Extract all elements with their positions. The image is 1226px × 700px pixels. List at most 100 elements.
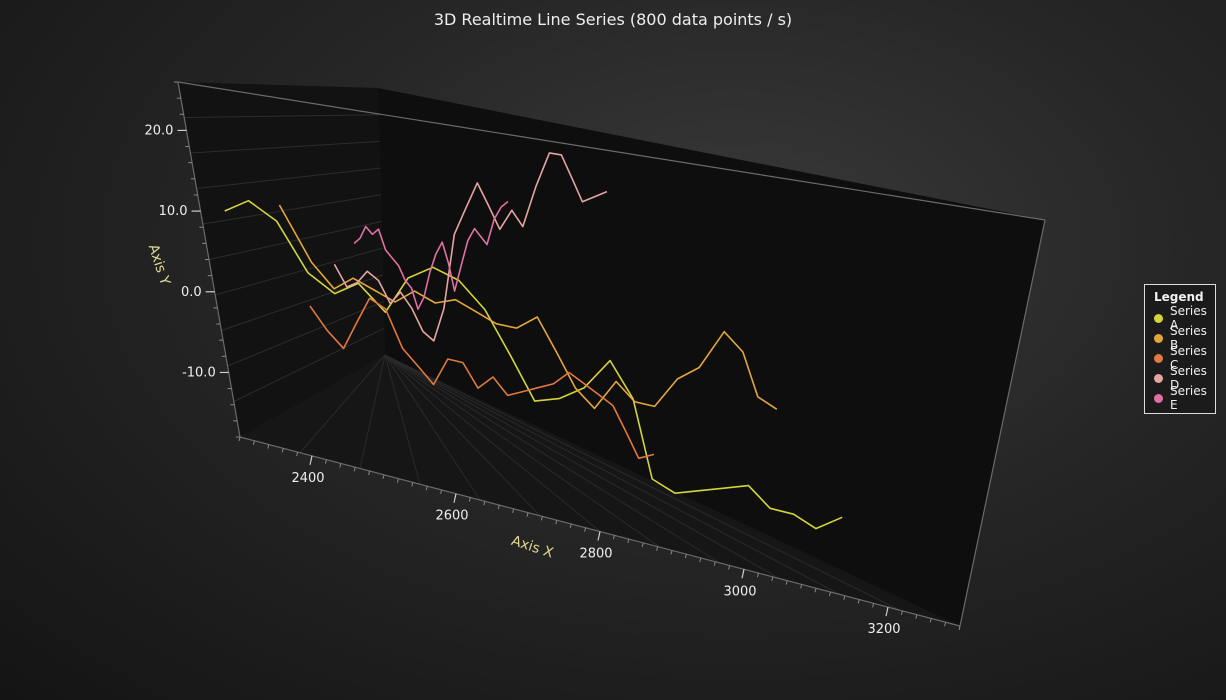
x-minor-tick [382,474,385,479]
legend-swatch [1154,313,1163,323]
x-minor-tick [872,603,875,608]
top-edge [177,81,1046,221]
back-wall [178,82,385,437]
x-tick [309,455,313,466]
legend-swatch [1154,333,1163,343]
x-minor-tick [814,588,817,593]
x-minor-tick [684,554,687,559]
grid-line [184,114,379,118]
grid-line [384,354,481,501]
chart-series [224,152,843,530]
x-minor-tick [627,538,630,544]
legend-item: Series B [1154,324,1215,352]
legend-label: Series D [1170,364,1207,392]
x-minor-tick [468,497,471,502]
series-line-series-c [309,297,655,460]
x-minor-tick [929,618,932,623]
x-minor-tick [526,512,529,517]
chart-walls [178,82,1045,626]
series-line-series-d [333,152,608,342]
x-minor-tick [267,444,270,449]
x-minor-tick [756,572,759,578]
series-line-series-e [353,200,509,310]
grid-line [384,354,721,564]
grid-line [196,167,381,189]
grid-line [215,247,383,296]
x-minor-tick [800,584,803,589]
y-tick-label: -10.0 [182,365,216,380]
x-minor-tick [440,489,443,495]
grid-line [384,354,601,532]
y-tick-label: 0.0 [181,285,202,300]
x-minor-tick [670,550,673,555]
x-minor-tick [915,614,918,619]
side-wall [378,88,1045,626]
x-minor-tick [324,459,327,464]
x-minor-tick [584,527,587,532]
x-minor-tick [857,599,860,604]
x-minor-tick [656,546,659,551]
grid-line [208,221,382,260]
x-tick-label: 2800 [579,547,612,562]
y-axis-label: Axis Y [145,242,173,287]
x-minor-tick [843,595,846,600]
x-minor-tick [396,478,399,483]
x-minor-tick [353,467,356,472]
x-minor-tick [281,448,284,453]
x-minor-tick [512,508,515,513]
series-line-series-a [224,199,843,530]
x-minor-tick [785,580,788,585]
legend-item: Series E [1154,384,1215,412]
x-minor-tick [540,516,543,521]
x-minor-tick [771,576,774,581]
x-tick [741,569,745,579]
x-minor-tick [944,622,947,627]
right-edge [959,219,1046,627]
grid-line [359,354,386,469]
grid-line [233,327,385,402]
x-tick-label: 3200 [867,622,900,637]
x-minor-tick [483,501,486,506]
x-tick [885,606,889,617]
x-minor-tick [339,463,342,468]
legend-title: Legend [1154,290,1204,304]
x-tick-label: 2600 [435,509,468,524]
grid-line [299,354,386,454]
x-tick [597,531,601,541]
legend-label: Series C [1170,344,1207,372]
y-tick-label: 20.0 [145,123,174,138]
legend-label: Series B [1170,324,1207,352]
floor-wall [240,355,960,626]
x-minor-tick [252,440,255,445]
x-minor-tick [612,535,615,540]
grid-line [190,140,380,154]
x-minor-tick [699,557,702,563]
chart-grid [184,114,901,611]
legend-swatch [1154,353,1163,363]
y-tick-label: 10.0 [159,204,188,219]
x-minor-tick [828,591,831,597]
legend-swatch [1154,373,1163,383]
x-minor-tick [238,436,241,442]
x-minor-tick [368,470,371,476]
x-minor-tick [569,523,572,529]
series-line-series-b [278,204,778,410]
chart-title: 3D Realtime Line Series (800 data points… [433,10,793,29]
grid-line [384,354,781,580]
x-minor-tick [958,625,961,631]
grid-line [384,354,661,548]
x-minor-tick [728,565,731,570]
legend-item: Series D [1154,364,1215,392]
legend-label: Series E [1170,384,1207,412]
x-minor-tick [425,486,428,491]
x-minor-tick [900,610,903,616]
x-tick [453,493,457,503]
grid-line [384,354,841,595]
legend-swatch [1154,393,1163,403]
grid-line [384,354,901,611]
x-minor-tick [555,520,558,525]
legend-label: Series A [1170,304,1207,332]
grid-line [384,354,421,485]
